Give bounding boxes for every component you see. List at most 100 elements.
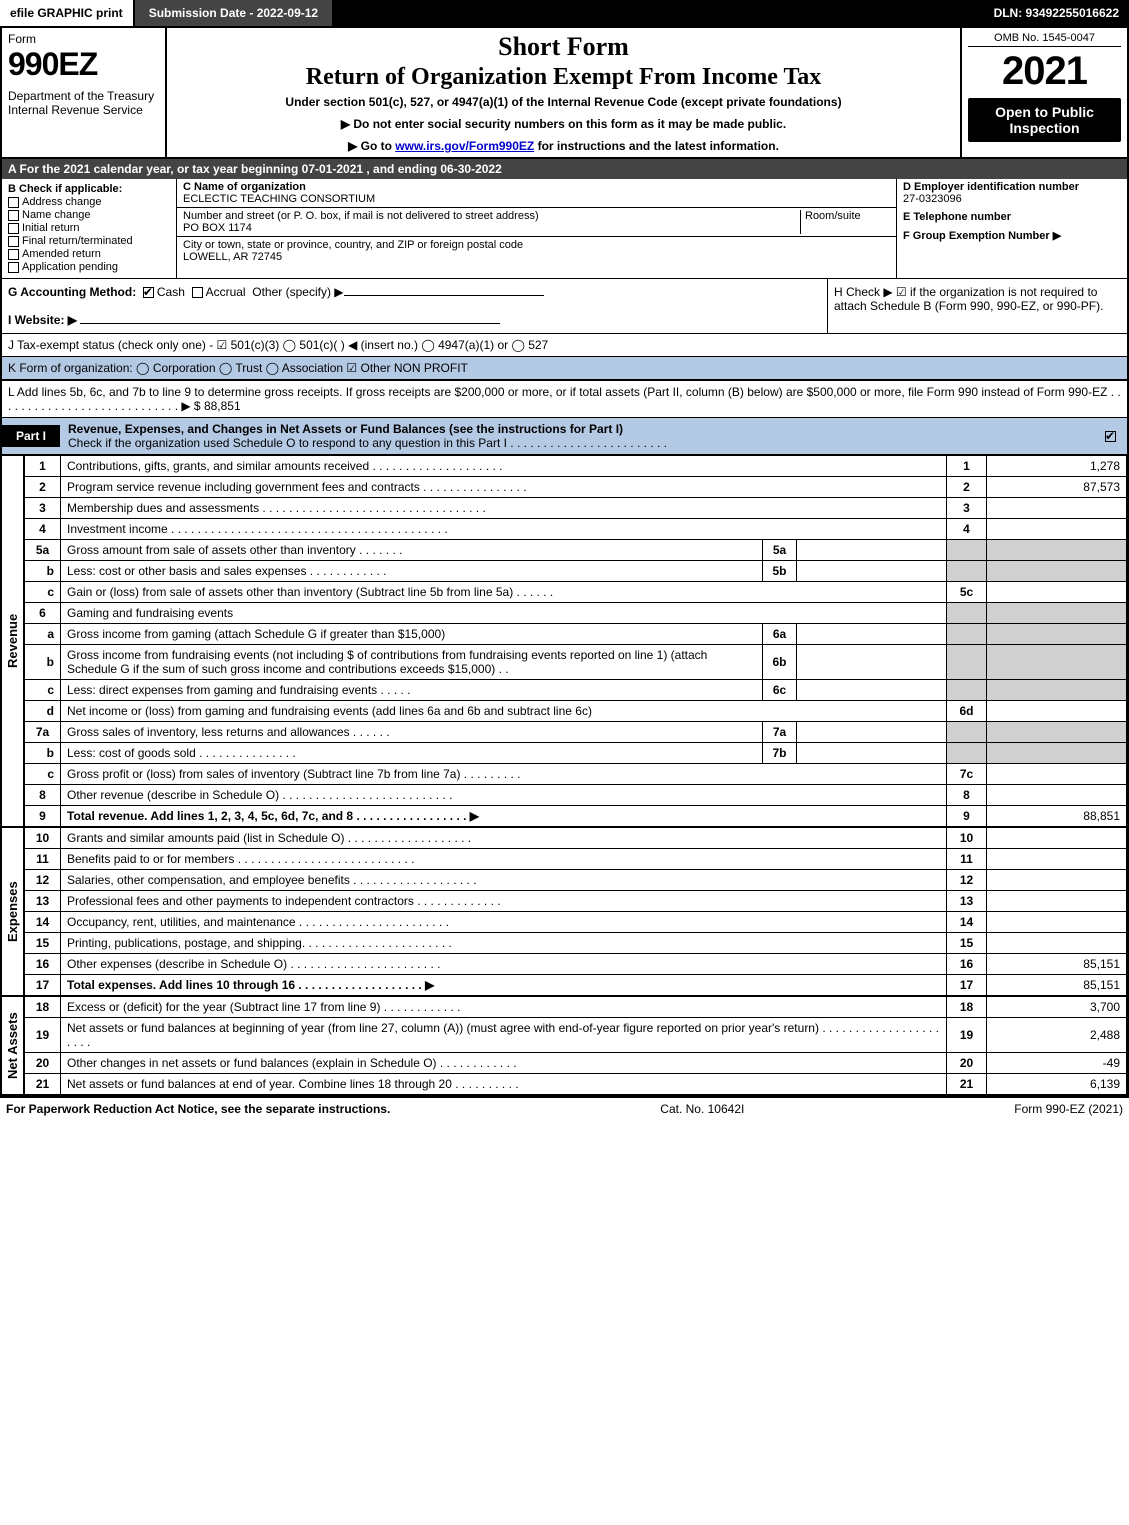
org-address: PO BOX 1174 (183, 222, 800, 234)
page-footer: For Paperwork Reduction Act Notice, see … (0, 1097, 1129, 1120)
accrual-label: Accrual (206, 285, 246, 299)
goto-pre: ▶ Go to (348, 139, 395, 153)
netassets-label: Net Assets (2, 996, 24, 1095)
part1-header: Part I Revenue, Expenses, and Changes in… (2, 418, 1127, 455)
part1-check[interactable] (1097, 425, 1127, 447)
expenses-section: Expenses 10Grants and similar amounts pa… (2, 827, 1127, 996)
row-6b: bGross income from fundraising events (n… (25, 645, 1127, 680)
row-6a: aGross income from gaming (attach Schedu… (25, 624, 1127, 645)
c-city-row: City or town, state or province, country… (177, 237, 896, 265)
g-row: G Accounting Method: Cash Accrual Other … (8, 285, 821, 299)
row-14: 14Occupancy, rent, utilities, and mainte… (25, 912, 1127, 933)
chk-amended-return[interactable]: Amended return (8, 248, 170, 260)
form-number: 990EZ (8, 46, 159, 83)
row-21: 21Net assets or fund balances at end of … (25, 1074, 1127, 1095)
col-b: B Check if applicable: Address change Na… (2, 179, 177, 278)
footer-left: For Paperwork Reduction Act Notice, see … (6, 1102, 390, 1116)
form-frame: Form 990EZ Department of the Treasury In… (0, 26, 1129, 1097)
l-row: L Add lines 5b, 6c, and 7b to line 9 to … (2, 381, 1127, 418)
main-title: Return of Organization Exempt From Incom… (177, 64, 950, 91)
submission-tab: Submission Date - 2022-09-12 (135, 0, 332, 26)
org-name: ECLECTIC TEACHING CONSORTIUM (183, 193, 890, 205)
expenses-table: 10Grants and similar amounts paid (list … (24, 827, 1127, 996)
e-label: E Telephone number (903, 211, 1121, 223)
row-19: 19Net assets or fund balances at beginni… (25, 1018, 1127, 1053)
row-6: 6Gaming and fundraising events (25, 603, 1127, 624)
row-5c: cGain or (loss) from sale of assets othe… (25, 582, 1127, 603)
efile-tab[interactable]: efile GRAPHIC print (0, 0, 135, 26)
org-city: LOWELL, AR 72745 (183, 251, 890, 263)
chk-application-pending[interactable]: Application pending (8, 261, 170, 273)
i-row: I Website: ▶ (8, 313, 821, 327)
other-input[interactable] (344, 295, 544, 296)
row-1: 1Contributions, gifts, grants, and simil… (25, 456, 1127, 477)
row-3: 3Membership dues and assessments . . . .… (25, 498, 1127, 519)
dept-label: Department of the Treasury Internal Reve… (8, 89, 159, 117)
inspection-badge: Open to Public Inspection (968, 98, 1121, 142)
chk-final-return[interactable]: Final return/terminated (8, 235, 170, 247)
chk-address-change[interactable]: Address change (8, 196, 170, 208)
expenses-label: Expenses (2, 827, 24, 996)
col-g: G Accounting Method: Cash Accrual Other … (2, 279, 827, 333)
l-value: 88,851 (204, 399, 241, 413)
row-4: 4Investment income . . . . . . . . . . .… (25, 519, 1127, 540)
col-c: C Name of organization ECLECTIC TEACHING… (177, 179, 897, 278)
section-gh: G Accounting Method: Cash Accrual Other … (2, 279, 1127, 334)
goto-post: for instructions and the latest informat… (534, 139, 779, 153)
row-13: 13Professional fees and other payments t… (25, 891, 1127, 912)
row-7b: bLess: cost of goods sold . . . . . . . … (25, 743, 1127, 764)
f-label: F Group Exemption Number ▶ (903, 229, 1121, 242)
revenue-label: Revenue (2, 455, 24, 827)
part1-tag: Part I (2, 425, 60, 447)
netassets-table: 18Excess or (deficit) for the year (Subt… (24, 996, 1127, 1095)
goto-note: ▶ Go to www.irs.gov/Form990EZ for instru… (177, 139, 950, 153)
row-9: 9Total revenue. Add lines 1, 2, 3, 4, 5c… (25, 806, 1127, 827)
ssn-note: ▶ Do not enter social security numbers o… (177, 117, 950, 131)
other-label: Other (specify) ▶ (252, 285, 343, 299)
i-label: I Website: ▶ (8, 313, 77, 327)
c-addr-label: Number and street (or P. O. box, if mail… (183, 210, 800, 222)
row-7c: cGross profit or (loss) from sales of in… (25, 764, 1127, 785)
row-2: 2Program service revenue including gover… (25, 477, 1127, 498)
chk-name-change[interactable]: Name change (8, 209, 170, 221)
netassets-section: Net Assets 18Excess or (deficit) for the… (2, 996, 1127, 1095)
row-5b: bLess: cost or other basis and sales exp… (25, 561, 1127, 582)
k-row: K Form of organization: ◯ Corporation ◯ … (2, 357, 1127, 381)
header-center: Short Form Return of Organization Exempt… (167, 28, 962, 157)
chk-initial-return[interactable]: Initial return (8, 222, 170, 234)
b-label: B Check if applicable: (8, 183, 170, 195)
row-5a: 5aGross amount from sale of assets other… (25, 540, 1127, 561)
row-18: 18Excess or (deficit) for the year (Subt… (25, 997, 1127, 1018)
footer-right: Form 990-EZ (2021) (1014, 1102, 1123, 1116)
website-input[interactable] (80, 323, 500, 324)
row-20: 20Other changes in net assets or fund ba… (25, 1053, 1127, 1074)
irs-link[interactable]: www.irs.gov/Form990EZ (395, 139, 534, 153)
under-section: Under section 501(c), 527, or 4947(a)(1)… (177, 95, 950, 109)
c-name-label: C Name of organization (183, 181, 890, 193)
footer-mid: Cat. No. 10642I (660, 1102, 744, 1116)
chk-cash[interactable] (143, 287, 154, 298)
top-bar: efile GRAPHIC print Submission Date - 20… (0, 0, 1129, 26)
c-addr-row: Number and street (or P. O. box, if mail… (177, 208, 896, 237)
revenue-table: 1Contributions, gifts, grants, and simil… (24, 455, 1127, 827)
c-name-row: C Name of organization ECLECTIC TEACHING… (177, 179, 896, 208)
d-label: D Employer identification number (903, 181, 1121, 193)
cash-label: Cash (157, 285, 185, 299)
form-header: Form 990EZ Department of the Treasury In… (2, 28, 1127, 159)
row-7a: 7aGross sales of inventory, less returns… (25, 722, 1127, 743)
header-left: Form 990EZ Department of the Treasury In… (2, 28, 167, 157)
row-8: 8Other revenue (describe in Schedule O) … (25, 785, 1127, 806)
row-12: 12Salaries, other compensation, and empl… (25, 870, 1127, 891)
l-text: L Add lines 5b, 6c, and 7b to line 9 to … (8, 385, 1121, 413)
chk-accrual[interactable] (192, 287, 203, 298)
part1-sub: Check if the organization used Schedule … (68, 436, 667, 450)
room-suite-label: Room/suite (800, 210, 890, 234)
row-17: 17Total expenses. Add lines 10 through 1… (25, 975, 1127, 996)
form-word: Form (8, 32, 159, 46)
row-10: 10Grants and similar amounts paid (list … (25, 828, 1127, 849)
row-6d: dNet income or (loss) from gaming and fu… (25, 701, 1127, 722)
section-bcd: B Check if applicable: Address change Na… (2, 179, 1127, 279)
part1-title: Revenue, Expenses, and Changes in Net As… (60, 418, 1097, 454)
col-h: H Check ▶ ☑ if the organization is not r… (827, 279, 1127, 333)
row-16: 16Other expenses (describe in Schedule O… (25, 954, 1127, 975)
